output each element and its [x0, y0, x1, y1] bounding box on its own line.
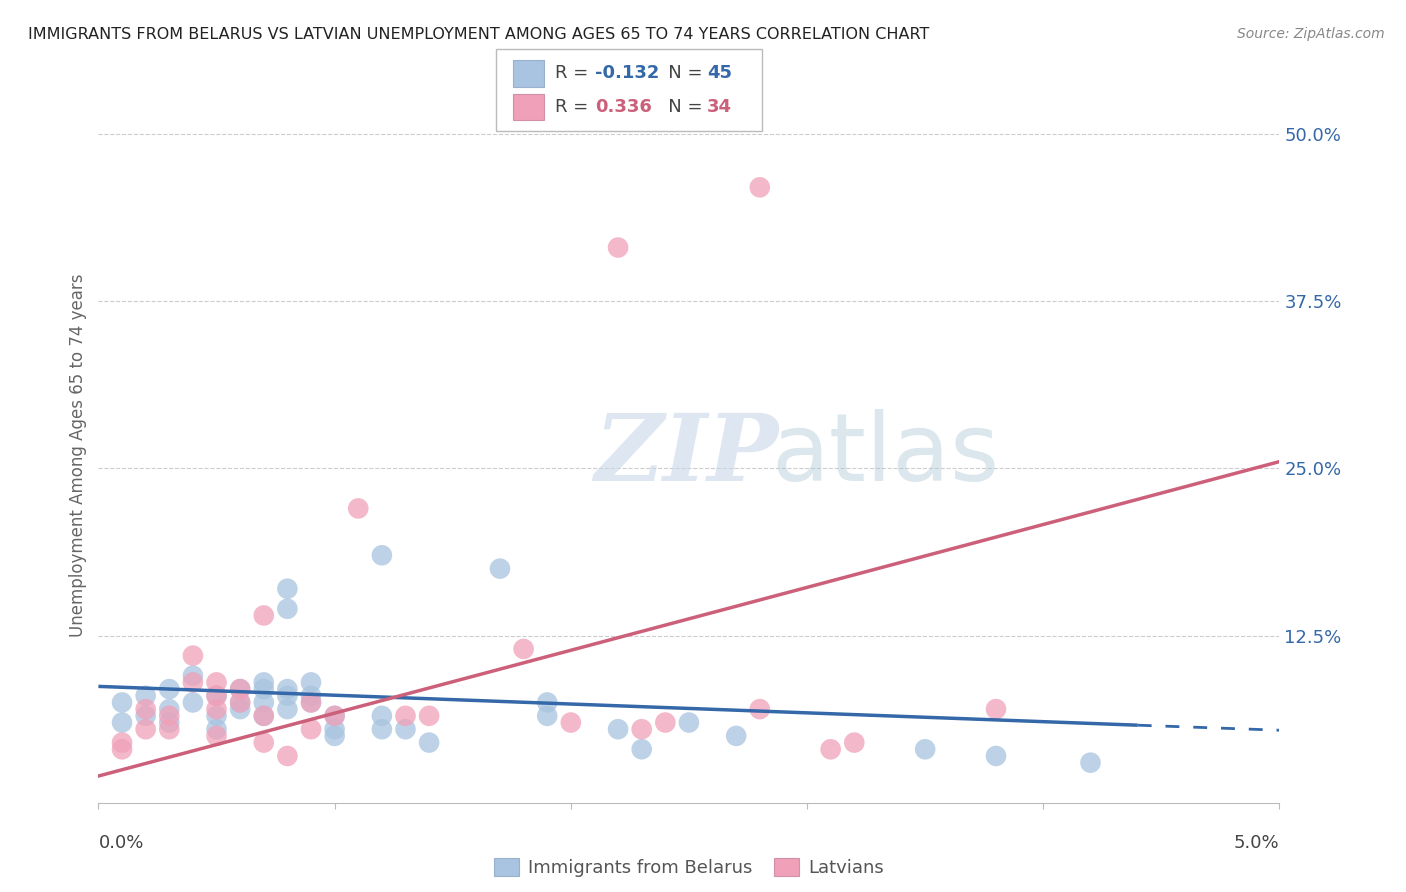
Point	[630, 742, 652, 756]
Text: 5.0%: 5.0%	[1234, 834, 1279, 852]
Point	[299, 723, 322, 737]
Text: atlas: atlas	[772, 409, 1000, 501]
Point	[844, 735, 866, 749]
Point	[205, 675, 228, 690]
Point	[253, 735, 276, 749]
Text: -0.132: -0.132	[595, 64, 659, 82]
Point	[253, 708, 276, 723]
Text: N =: N =	[651, 98, 709, 116]
Point	[1080, 756, 1102, 770]
Point	[347, 501, 370, 516]
Point	[229, 696, 252, 710]
Point	[276, 749, 298, 764]
Point	[512, 642, 534, 657]
Point	[111, 715, 134, 730]
Point	[371, 723, 394, 737]
Point	[157, 702, 180, 716]
Point	[678, 715, 700, 730]
Point	[157, 723, 180, 737]
Point	[229, 681, 252, 696]
Point	[489, 562, 512, 576]
Point	[111, 696, 134, 710]
Point	[371, 548, 394, 563]
Point	[276, 582, 298, 596]
Point	[276, 689, 298, 703]
Text: 45: 45	[707, 64, 733, 82]
Text: 34: 34	[707, 98, 733, 116]
Text: R =: R =	[555, 64, 595, 82]
Point	[181, 696, 204, 710]
Point	[253, 708, 276, 723]
Point	[607, 723, 630, 737]
Point	[157, 715, 180, 730]
Point	[418, 735, 440, 749]
Text: Source: ZipAtlas.com: Source: ZipAtlas.com	[1237, 27, 1385, 41]
Point	[157, 681, 180, 696]
Point	[135, 723, 157, 737]
Text: ZIP: ZIP	[595, 410, 779, 500]
Point	[536, 708, 558, 723]
Point	[560, 715, 582, 730]
Point	[253, 681, 276, 696]
Point	[181, 669, 204, 683]
Point	[394, 723, 416, 737]
Point	[323, 708, 346, 723]
Point	[299, 696, 322, 710]
Text: R =: R =	[555, 98, 595, 116]
Point	[229, 702, 252, 716]
Point	[654, 715, 676, 730]
Point	[914, 742, 936, 756]
Point	[253, 608, 276, 623]
Point	[229, 696, 252, 710]
Point	[181, 675, 204, 690]
Point	[418, 708, 440, 723]
Point	[984, 749, 1007, 764]
Point	[205, 689, 228, 703]
Point	[394, 708, 416, 723]
Point	[607, 241, 630, 255]
Point	[229, 681, 252, 696]
Point	[371, 708, 394, 723]
Point	[276, 702, 298, 716]
Point	[111, 735, 134, 749]
Point	[135, 708, 157, 723]
Point	[299, 689, 322, 703]
Point	[135, 689, 157, 703]
Text: IMMIGRANTS FROM BELARUS VS LATVIAN UNEMPLOYMENT AMONG AGES 65 TO 74 YEARS CORREL: IMMIGRANTS FROM BELARUS VS LATVIAN UNEMP…	[28, 27, 929, 42]
Text: N =: N =	[651, 64, 709, 82]
Point	[205, 723, 228, 737]
Point	[748, 702, 770, 716]
Point	[299, 675, 322, 690]
Point	[205, 708, 228, 723]
Text: 0.0%: 0.0%	[98, 834, 143, 852]
Point	[630, 723, 652, 737]
Point	[748, 180, 770, 194]
Point	[111, 742, 134, 756]
Point	[276, 602, 298, 616]
Point	[725, 729, 748, 743]
Point	[157, 708, 180, 723]
Point	[205, 729, 228, 743]
Point	[205, 702, 228, 716]
Point	[323, 708, 346, 723]
Y-axis label: Unemployment Among Ages 65 to 74 years: Unemployment Among Ages 65 to 74 years	[69, 273, 87, 637]
Text: 0.336: 0.336	[595, 98, 651, 116]
Point	[253, 696, 276, 710]
Point	[536, 696, 558, 710]
Point	[181, 648, 204, 663]
Point	[984, 702, 1007, 716]
Point	[253, 675, 276, 690]
Point	[323, 729, 346, 743]
Point	[299, 696, 322, 710]
Point	[820, 742, 842, 756]
Point	[135, 702, 157, 716]
Point	[323, 723, 346, 737]
Legend: Immigrants from Belarus, Latvians: Immigrants from Belarus, Latvians	[486, 851, 891, 884]
Point	[276, 681, 298, 696]
Point	[205, 689, 228, 703]
